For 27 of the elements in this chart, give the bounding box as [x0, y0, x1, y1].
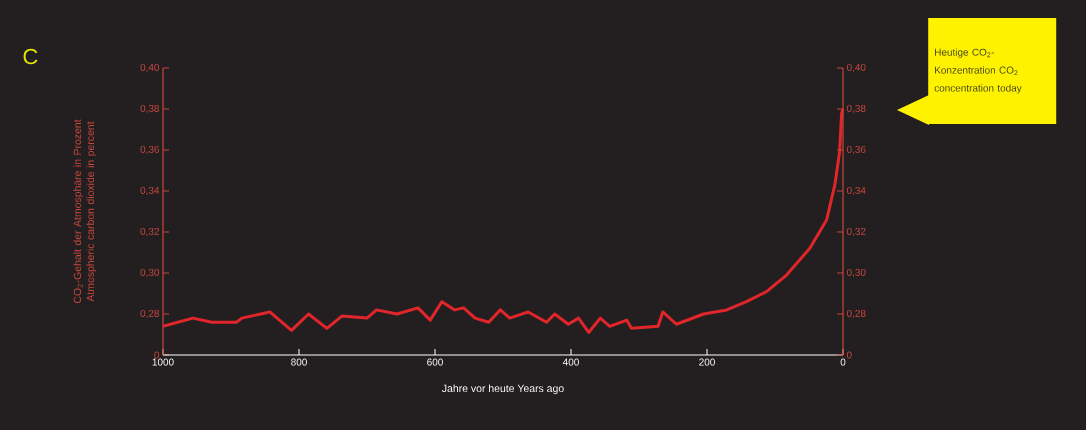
y-tick-label: 0,30	[140, 268, 160, 278]
y-tick-label: 0	[154, 351, 160, 359]
y2-tick-label: 0,28	[846, 309, 866, 319]
y2-tick-label: 0,38	[846, 104, 866, 114]
y-tick-label: 0,36	[140, 145, 160, 155]
y2-tick-label: 0,30	[846, 268, 866, 278]
x-tick-label: 0	[840, 358, 846, 366]
y-tick-label: 0,32	[140, 227, 159, 237]
y-tick-label: 0,38	[140, 104, 160, 114]
y2-tick-label: 0,40	[846, 63, 866, 73]
y-tick-label: 0,40	[140, 63, 160, 73]
x-axis-title: Jahre vor heute Years ago	[442, 384, 564, 395]
text: C	[23, 48, 38, 65]
x-tick-label: 600	[427, 358, 443, 366]
x-tick-label: 800	[291, 358, 307, 366]
x-tick-label: 1000	[152, 358, 174, 366]
y2-tick-label: 0,32	[846, 227, 866, 237]
x-tick-label: 400	[562, 358, 579, 366]
x-tick-label: 200	[699, 358, 715, 366]
y-tick-label: 0,28	[140, 309, 160, 319]
y-axis-title: CO$_{2}$-Gehalt der Atmosphäre in Prozent Atmospheric carbon dioxide in percent	[73, 119, 97, 304]
y-tick-label: 0,34	[140, 186, 160, 196]
y2-tick-label: 0,34	[846, 186, 866, 196]
y2-tick-label: 0	[846, 351, 852, 359]
y2-tick-label: 0,36	[846, 145, 866, 155]
line-series	[161, 107, 845, 334]
text: Heutige CO$_{2}$-Konzentration CO$_{2}$ concentration today	[934, 48, 1022, 94]
